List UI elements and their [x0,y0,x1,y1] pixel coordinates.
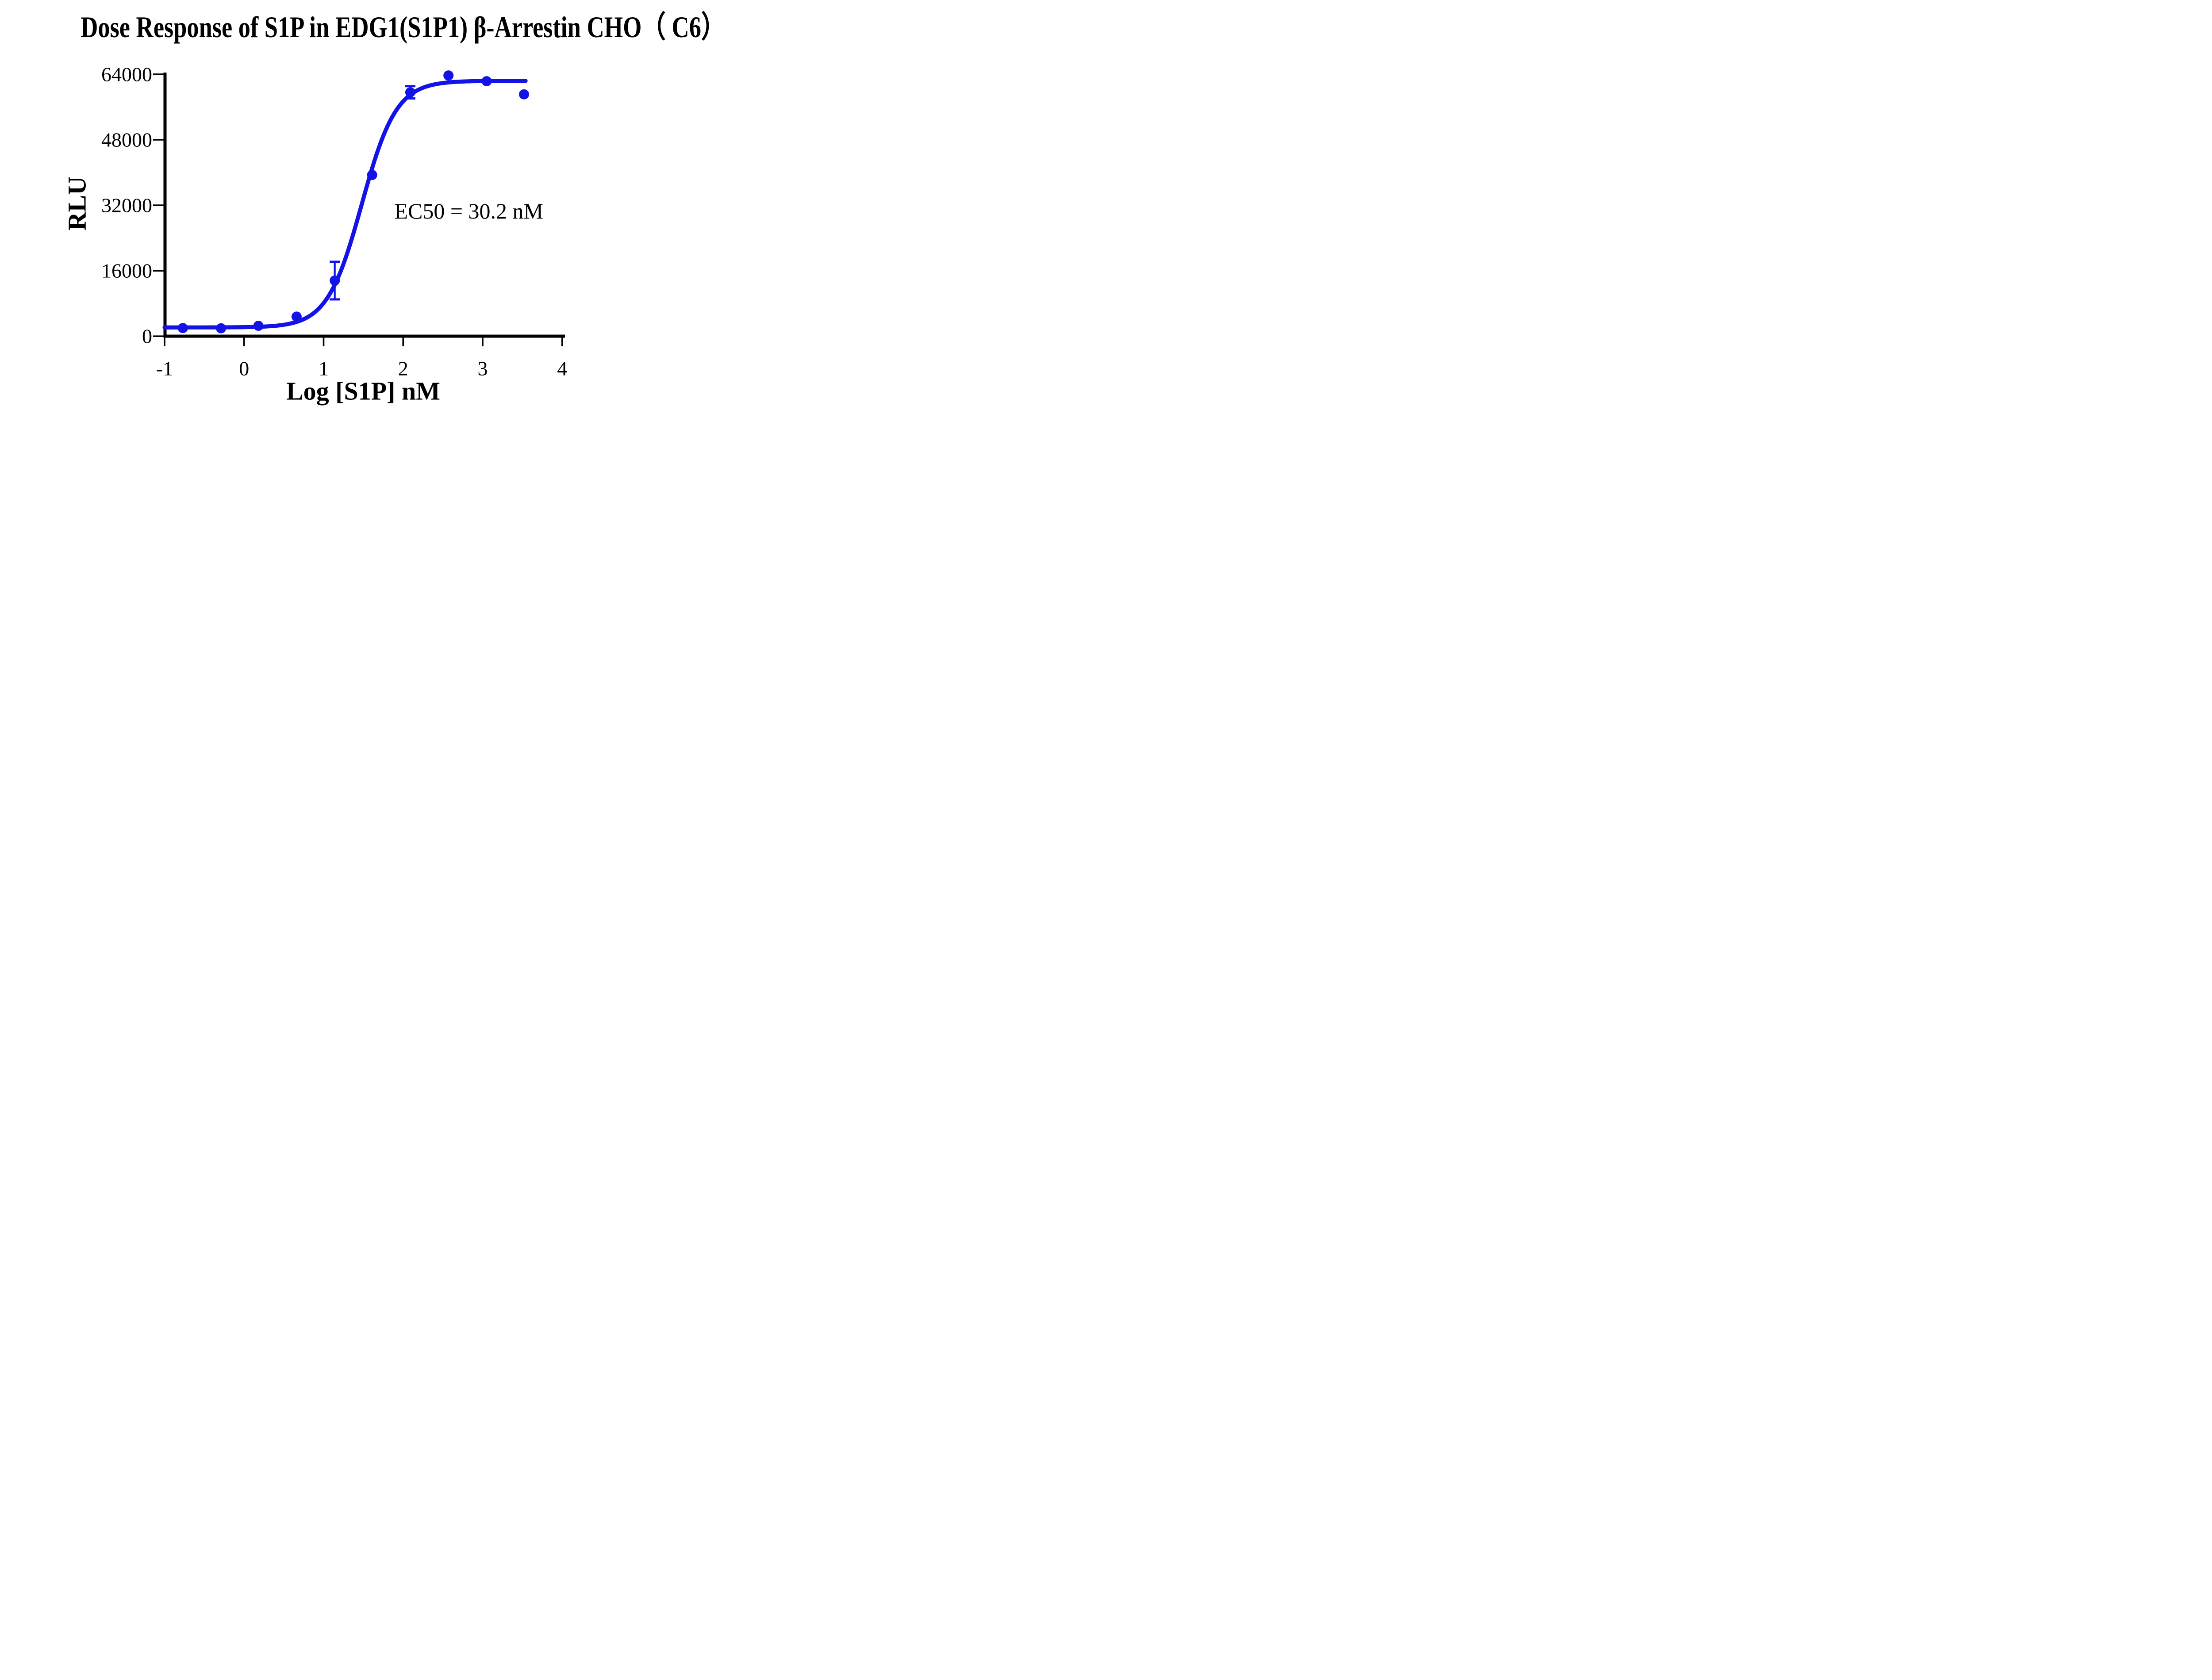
chart-title: Dose Response of S1P in EDG1(S1P1) β-Arr… [0,10,720,44]
ec50-annotation: EC50 = 30.2 nM [394,199,543,223]
chart-title-text: Dose Response of S1P in EDG1(S1P1) β-Arr… [81,10,720,44]
x-axis-tick-label: 3 [478,357,488,380]
data-point [330,275,340,286]
data-point [253,321,264,331]
y-axis-tick-label: 64000 [101,63,152,85]
data-point [177,323,188,334]
y-axis-tick-label: 16000 [101,260,152,282]
data-point [481,76,492,87]
data-series [162,70,529,334]
x-axis-tick-label: 0 [239,357,249,380]
data-point [405,87,415,98]
x-axis-tick-label: -1 [156,357,173,380]
data-point [367,170,377,180]
x-axis-tick-label: 1 [319,357,329,380]
x-axis-tick-label: 2 [398,357,408,380]
y-axis-tick-label: 0 [142,325,152,348]
y-axis-tick-label: 48000 [101,128,152,151]
y-axis-tick-label: 32000 [101,194,152,217]
dose-response-plot: 64000 48000 32000 16000 0 -1 0 1 2 3 4 R… [63,63,568,406]
data-point [443,70,454,81]
data-point [216,323,227,334]
data-point [518,89,529,100]
dose-response-figure: Dose Response of S1P in EDG1(S1P1) β-Arr… [0,0,720,420]
x-axis-title: Log [S1P] nM [286,377,440,406]
data-point [291,311,302,322]
x-axis-tick-label: 4 [557,357,567,380]
y-axis-title: RLU [63,176,92,230]
axes [153,73,565,346]
